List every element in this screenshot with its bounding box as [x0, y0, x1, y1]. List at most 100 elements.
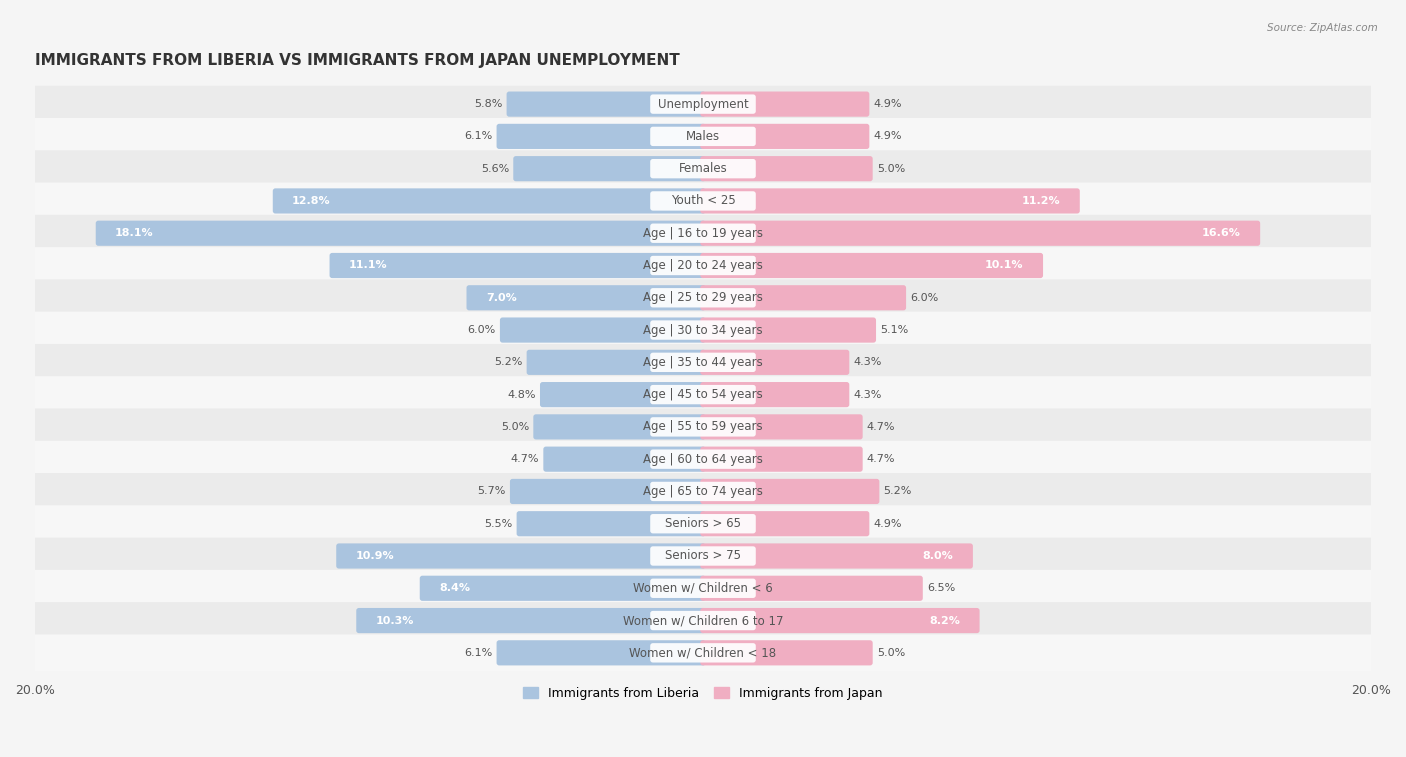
Text: 6.5%: 6.5%	[927, 584, 955, 593]
Text: 5.2%: 5.2%	[883, 487, 911, 497]
Text: 8.2%: 8.2%	[929, 615, 960, 625]
Text: 10.1%: 10.1%	[986, 260, 1024, 270]
FancyBboxPatch shape	[31, 570, 1375, 606]
FancyBboxPatch shape	[31, 86, 1375, 123]
FancyBboxPatch shape	[31, 602, 1375, 639]
Text: 10.9%: 10.9%	[356, 551, 394, 561]
Text: 4.8%: 4.8%	[508, 390, 536, 400]
Text: 4.7%: 4.7%	[866, 422, 896, 432]
Text: Seniors > 65: Seniors > 65	[665, 517, 741, 530]
Text: Women w/ Children 6 to 17: Women w/ Children 6 to 17	[623, 614, 783, 627]
FancyBboxPatch shape	[31, 344, 1375, 381]
Text: 4.3%: 4.3%	[853, 357, 882, 367]
FancyBboxPatch shape	[513, 156, 706, 181]
FancyBboxPatch shape	[650, 223, 756, 243]
FancyBboxPatch shape	[31, 182, 1375, 220]
Text: 11.2%: 11.2%	[1022, 196, 1060, 206]
Text: 5.2%: 5.2%	[495, 357, 523, 367]
Text: 16.6%: 16.6%	[1202, 228, 1240, 238]
FancyBboxPatch shape	[700, 414, 863, 440]
FancyBboxPatch shape	[496, 640, 706, 665]
FancyBboxPatch shape	[700, 350, 849, 375]
FancyBboxPatch shape	[650, 95, 756, 114]
Text: Unemployment: Unemployment	[658, 98, 748, 111]
Text: 5.8%: 5.8%	[474, 99, 502, 109]
Text: Age | 65 to 74 years: Age | 65 to 74 years	[643, 485, 763, 498]
FancyBboxPatch shape	[650, 514, 756, 534]
FancyBboxPatch shape	[700, 382, 849, 407]
Text: IMMIGRANTS FROM LIBERIA VS IMMIGRANTS FROM JAPAN UNEMPLOYMENT: IMMIGRANTS FROM LIBERIA VS IMMIGRANTS FR…	[35, 53, 679, 68]
FancyBboxPatch shape	[356, 608, 706, 633]
FancyBboxPatch shape	[650, 353, 756, 372]
FancyBboxPatch shape	[31, 312, 1375, 348]
FancyBboxPatch shape	[31, 506, 1375, 542]
Text: 5.0%: 5.0%	[501, 422, 529, 432]
FancyBboxPatch shape	[700, 479, 879, 504]
FancyBboxPatch shape	[540, 382, 706, 407]
FancyBboxPatch shape	[650, 450, 756, 469]
FancyBboxPatch shape	[650, 126, 756, 146]
FancyBboxPatch shape	[31, 441, 1375, 478]
Text: 6.0%: 6.0%	[910, 293, 938, 303]
Text: 8.0%: 8.0%	[922, 551, 953, 561]
FancyBboxPatch shape	[700, 92, 869, 117]
FancyBboxPatch shape	[700, 511, 869, 536]
Text: Youth < 25: Youth < 25	[671, 195, 735, 207]
FancyBboxPatch shape	[650, 385, 756, 404]
FancyBboxPatch shape	[336, 544, 706, 569]
Text: 5.0%: 5.0%	[877, 164, 905, 173]
FancyBboxPatch shape	[31, 409, 1375, 445]
Text: Women w/ Children < 6: Women w/ Children < 6	[633, 582, 773, 595]
Text: 4.9%: 4.9%	[873, 132, 901, 142]
Text: 4.9%: 4.9%	[873, 519, 901, 528]
Text: 11.1%: 11.1%	[349, 260, 388, 270]
Text: Women w/ Children < 18: Women w/ Children < 18	[630, 646, 776, 659]
FancyBboxPatch shape	[650, 256, 756, 276]
Text: Age | 25 to 29 years: Age | 25 to 29 years	[643, 291, 763, 304]
FancyBboxPatch shape	[96, 220, 706, 246]
Text: 4.7%: 4.7%	[510, 454, 540, 464]
FancyBboxPatch shape	[501, 317, 706, 343]
FancyBboxPatch shape	[506, 92, 706, 117]
FancyBboxPatch shape	[700, 156, 873, 181]
Text: Age | 16 to 19 years: Age | 16 to 19 years	[643, 227, 763, 240]
Text: 7.0%: 7.0%	[486, 293, 516, 303]
FancyBboxPatch shape	[700, 575, 922, 601]
FancyBboxPatch shape	[31, 279, 1375, 316]
Text: Age | 60 to 64 years: Age | 60 to 64 years	[643, 453, 763, 466]
FancyBboxPatch shape	[533, 414, 706, 440]
FancyBboxPatch shape	[31, 537, 1375, 575]
Text: 5.1%: 5.1%	[880, 325, 908, 335]
FancyBboxPatch shape	[31, 473, 1375, 510]
FancyBboxPatch shape	[700, 124, 869, 149]
FancyBboxPatch shape	[420, 575, 706, 601]
FancyBboxPatch shape	[31, 247, 1375, 284]
FancyBboxPatch shape	[650, 159, 756, 179]
FancyBboxPatch shape	[700, 544, 973, 569]
Text: 18.1%: 18.1%	[115, 228, 153, 238]
FancyBboxPatch shape	[31, 118, 1375, 154]
FancyBboxPatch shape	[700, 253, 1043, 278]
FancyBboxPatch shape	[700, 317, 876, 343]
Text: Age | 30 to 34 years: Age | 30 to 34 years	[643, 323, 763, 337]
FancyBboxPatch shape	[31, 376, 1375, 413]
Text: Age | 45 to 54 years: Age | 45 to 54 years	[643, 388, 763, 401]
Text: 4.9%: 4.9%	[873, 99, 901, 109]
Text: 5.6%: 5.6%	[481, 164, 509, 173]
Text: 8.4%: 8.4%	[439, 584, 470, 593]
Legend: Immigrants from Liberia, Immigrants from Japan: Immigrants from Liberia, Immigrants from…	[519, 682, 887, 705]
FancyBboxPatch shape	[510, 479, 706, 504]
FancyBboxPatch shape	[467, 285, 706, 310]
FancyBboxPatch shape	[700, 220, 1260, 246]
Text: Source: ZipAtlas.com: Source: ZipAtlas.com	[1267, 23, 1378, 33]
Text: 6.1%: 6.1%	[464, 648, 492, 658]
Text: 12.8%: 12.8%	[292, 196, 330, 206]
FancyBboxPatch shape	[700, 608, 980, 633]
FancyBboxPatch shape	[700, 188, 1080, 213]
Text: 5.5%: 5.5%	[484, 519, 513, 528]
FancyBboxPatch shape	[650, 547, 756, 565]
Text: Females: Females	[679, 162, 727, 175]
FancyBboxPatch shape	[31, 634, 1375, 671]
Text: Males: Males	[686, 130, 720, 143]
Text: 10.3%: 10.3%	[375, 615, 413, 625]
